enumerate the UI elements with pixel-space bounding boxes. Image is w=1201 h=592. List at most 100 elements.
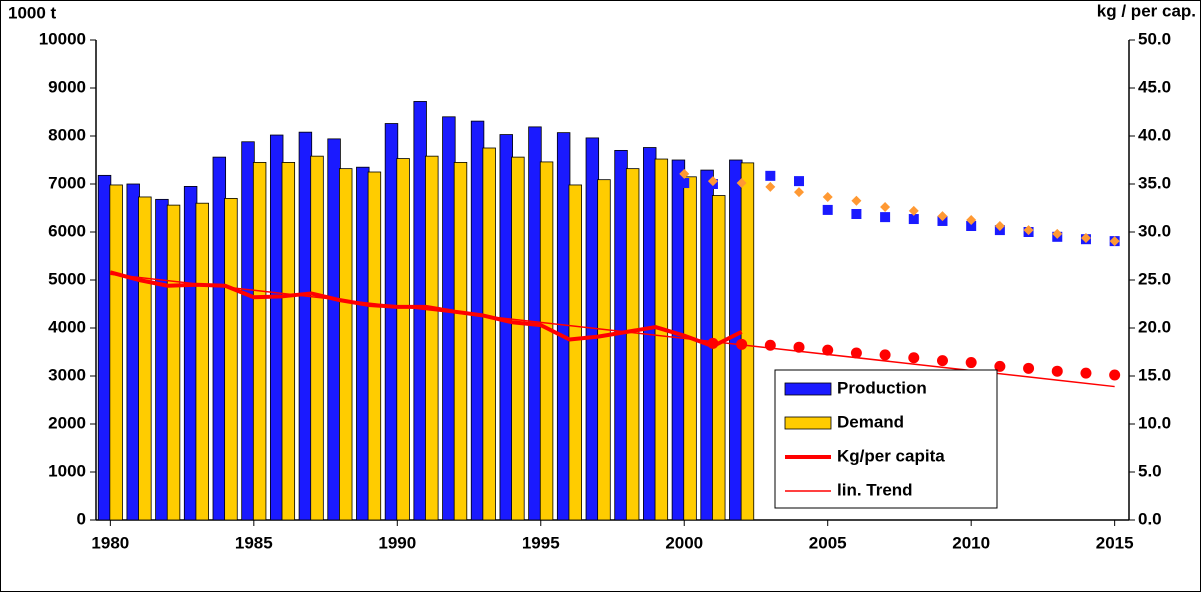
point bbox=[1109, 369, 1121, 381]
y2-tick-label: 30.0 bbox=[1138, 221, 1171, 240]
point bbox=[736, 338, 748, 350]
bar bbox=[166, 204, 181, 521]
bar bbox=[224, 197, 238, 521]
point bbox=[966, 221, 977, 231]
bar bbox=[625, 168, 640, 521]
point bbox=[822, 191, 833, 202]
bar bbox=[425, 155, 439, 521]
point bbox=[765, 170, 776, 181]
bar bbox=[339, 168, 353, 521]
bar bbox=[482, 147, 496, 521]
bar bbox=[269, 134, 284, 521]
point bbox=[707, 176, 718, 187]
bar bbox=[511, 156, 525, 521]
x-tick-label: 1980 bbox=[91, 533, 129, 552]
bar bbox=[367, 171, 382, 521]
x-tick-label: 1985 bbox=[235, 533, 273, 552]
bar bbox=[97, 174, 112, 521]
bar bbox=[712, 195, 726, 521]
point bbox=[764, 339, 776, 351]
y-tick-label: 6000 bbox=[48, 221, 86, 240]
point bbox=[1052, 228, 1063, 239]
y-tick-label: 5000 bbox=[48, 269, 86, 288]
legend-label: Production bbox=[837, 378, 927, 397]
point bbox=[1080, 367, 1092, 379]
point bbox=[679, 168, 690, 179]
bar bbox=[453, 161, 468, 521]
bar bbox=[470, 120, 485, 521]
y2-tick-label: 15.0 bbox=[1138, 365, 1171, 384]
bar bbox=[109, 184, 123, 521]
point bbox=[880, 202, 891, 213]
point bbox=[851, 209, 862, 219]
y-tick-label: 8000 bbox=[48, 125, 86, 144]
y-tick-label: 7000 bbox=[48, 173, 86, 192]
point bbox=[937, 211, 948, 222]
y2-tick-label: 0.0 bbox=[1138, 509, 1162, 528]
point bbox=[679, 178, 690, 189]
bar bbox=[671, 159, 686, 521]
y2-axis-title: kg / per cap. bbox=[1097, 1, 1196, 20]
bar bbox=[654, 158, 669, 521]
bar bbox=[356, 166, 370, 521]
bar bbox=[195, 202, 209, 521]
point bbox=[765, 181, 776, 192]
y-tick-label: 1000 bbox=[48, 461, 86, 480]
bar bbox=[310, 155, 324, 521]
point bbox=[1051, 365, 1063, 377]
x-tick-label: 2010 bbox=[952, 533, 990, 552]
point bbox=[994, 360, 1006, 372]
bar bbox=[413, 101, 427, 521]
y2-tick-label: 5.0 bbox=[1138, 461, 1162, 480]
point bbox=[794, 176, 805, 187]
bar bbox=[396, 158, 410, 521]
y-tick-label: 4000 bbox=[48, 317, 86, 336]
x-tick-label: 1990 bbox=[378, 533, 416, 552]
y-tick-label: 10000 bbox=[39, 29, 86, 48]
bar bbox=[212, 156, 227, 521]
bar bbox=[138, 196, 152, 521]
point bbox=[908, 205, 919, 216]
legend-label: Kg/per capita bbox=[837, 446, 945, 465]
y-tick-label: 0 bbox=[77, 509, 86, 528]
bar bbox=[442, 116, 456, 521]
point bbox=[965, 357, 977, 369]
legend-swatch bbox=[784, 416, 832, 430]
y2-tick-label: 20.0 bbox=[1138, 317, 1171, 336]
point bbox=[736, 178, 747, 189]
bar bbox=[241, 141, 255, 521]
y2-tick-label: 50.0 bbox=[1138, 29, 1171, 48]
x-tick-label: 2000 bbox=[665, 533, 703, 552]
legend-label: Demand bbox=[837, 412, 904, 431]
point bbox=[794, 187, 805, 198]
bar bbox=[683, 176, 697, 521]
y2-tick-label: 45.0 bbox=[1138, 77, 1171, 96]
x-tick-label: 2005 bbox=[809, 533, 847, 552]
x-tick-label: 2015 bbox=[1096, 533, 1134, 552]
point bbox=[822, 204, 833, 215]
bar bbox=[384, 123, 399, 521]
bar bbox=[568, 184, 582, 521]
point bbox=[850, 347, 862, 359]
y-tick-label: 2000 bbox=[48, 413, 86, 432]
bar bbox=[499, 134, 513, 521]
bar bbox=[155, 198, 169, 521]
legend-swatch bbox=[784, 382, 832, 396]
point bbox=[1023, 362, 1035, 374]
bar bbox=[298, 131, 313, 521]
point bbox=[851, 195, 862, 206]
point bbox=[966, 215, 977, 225]
point bbox=[880, 212, 891, 223]
bar bbox=[126, 183, 140, 521]
point bbox=[822, 344, 834, 356]
y2-tick-label: 40.0 bbox=[1138, 125, 1171, 144]
x-tick-label: 1995 bbox=[522, 533, 560, 552]
point bbox=[936, 355, 948, 367]
point bbox=[908, 352, 920, 364]
y-tick-label: 9000 bbox=[48, 77, 86, 96]
line bbox=[110, 273, 1115, 388]
point bbox=[793, 341, 805, 353]
y2-tick-label: 25.0 bbox=[1138, 269, 1171, 288]
point bbox=[707, 337, 719, 349]
